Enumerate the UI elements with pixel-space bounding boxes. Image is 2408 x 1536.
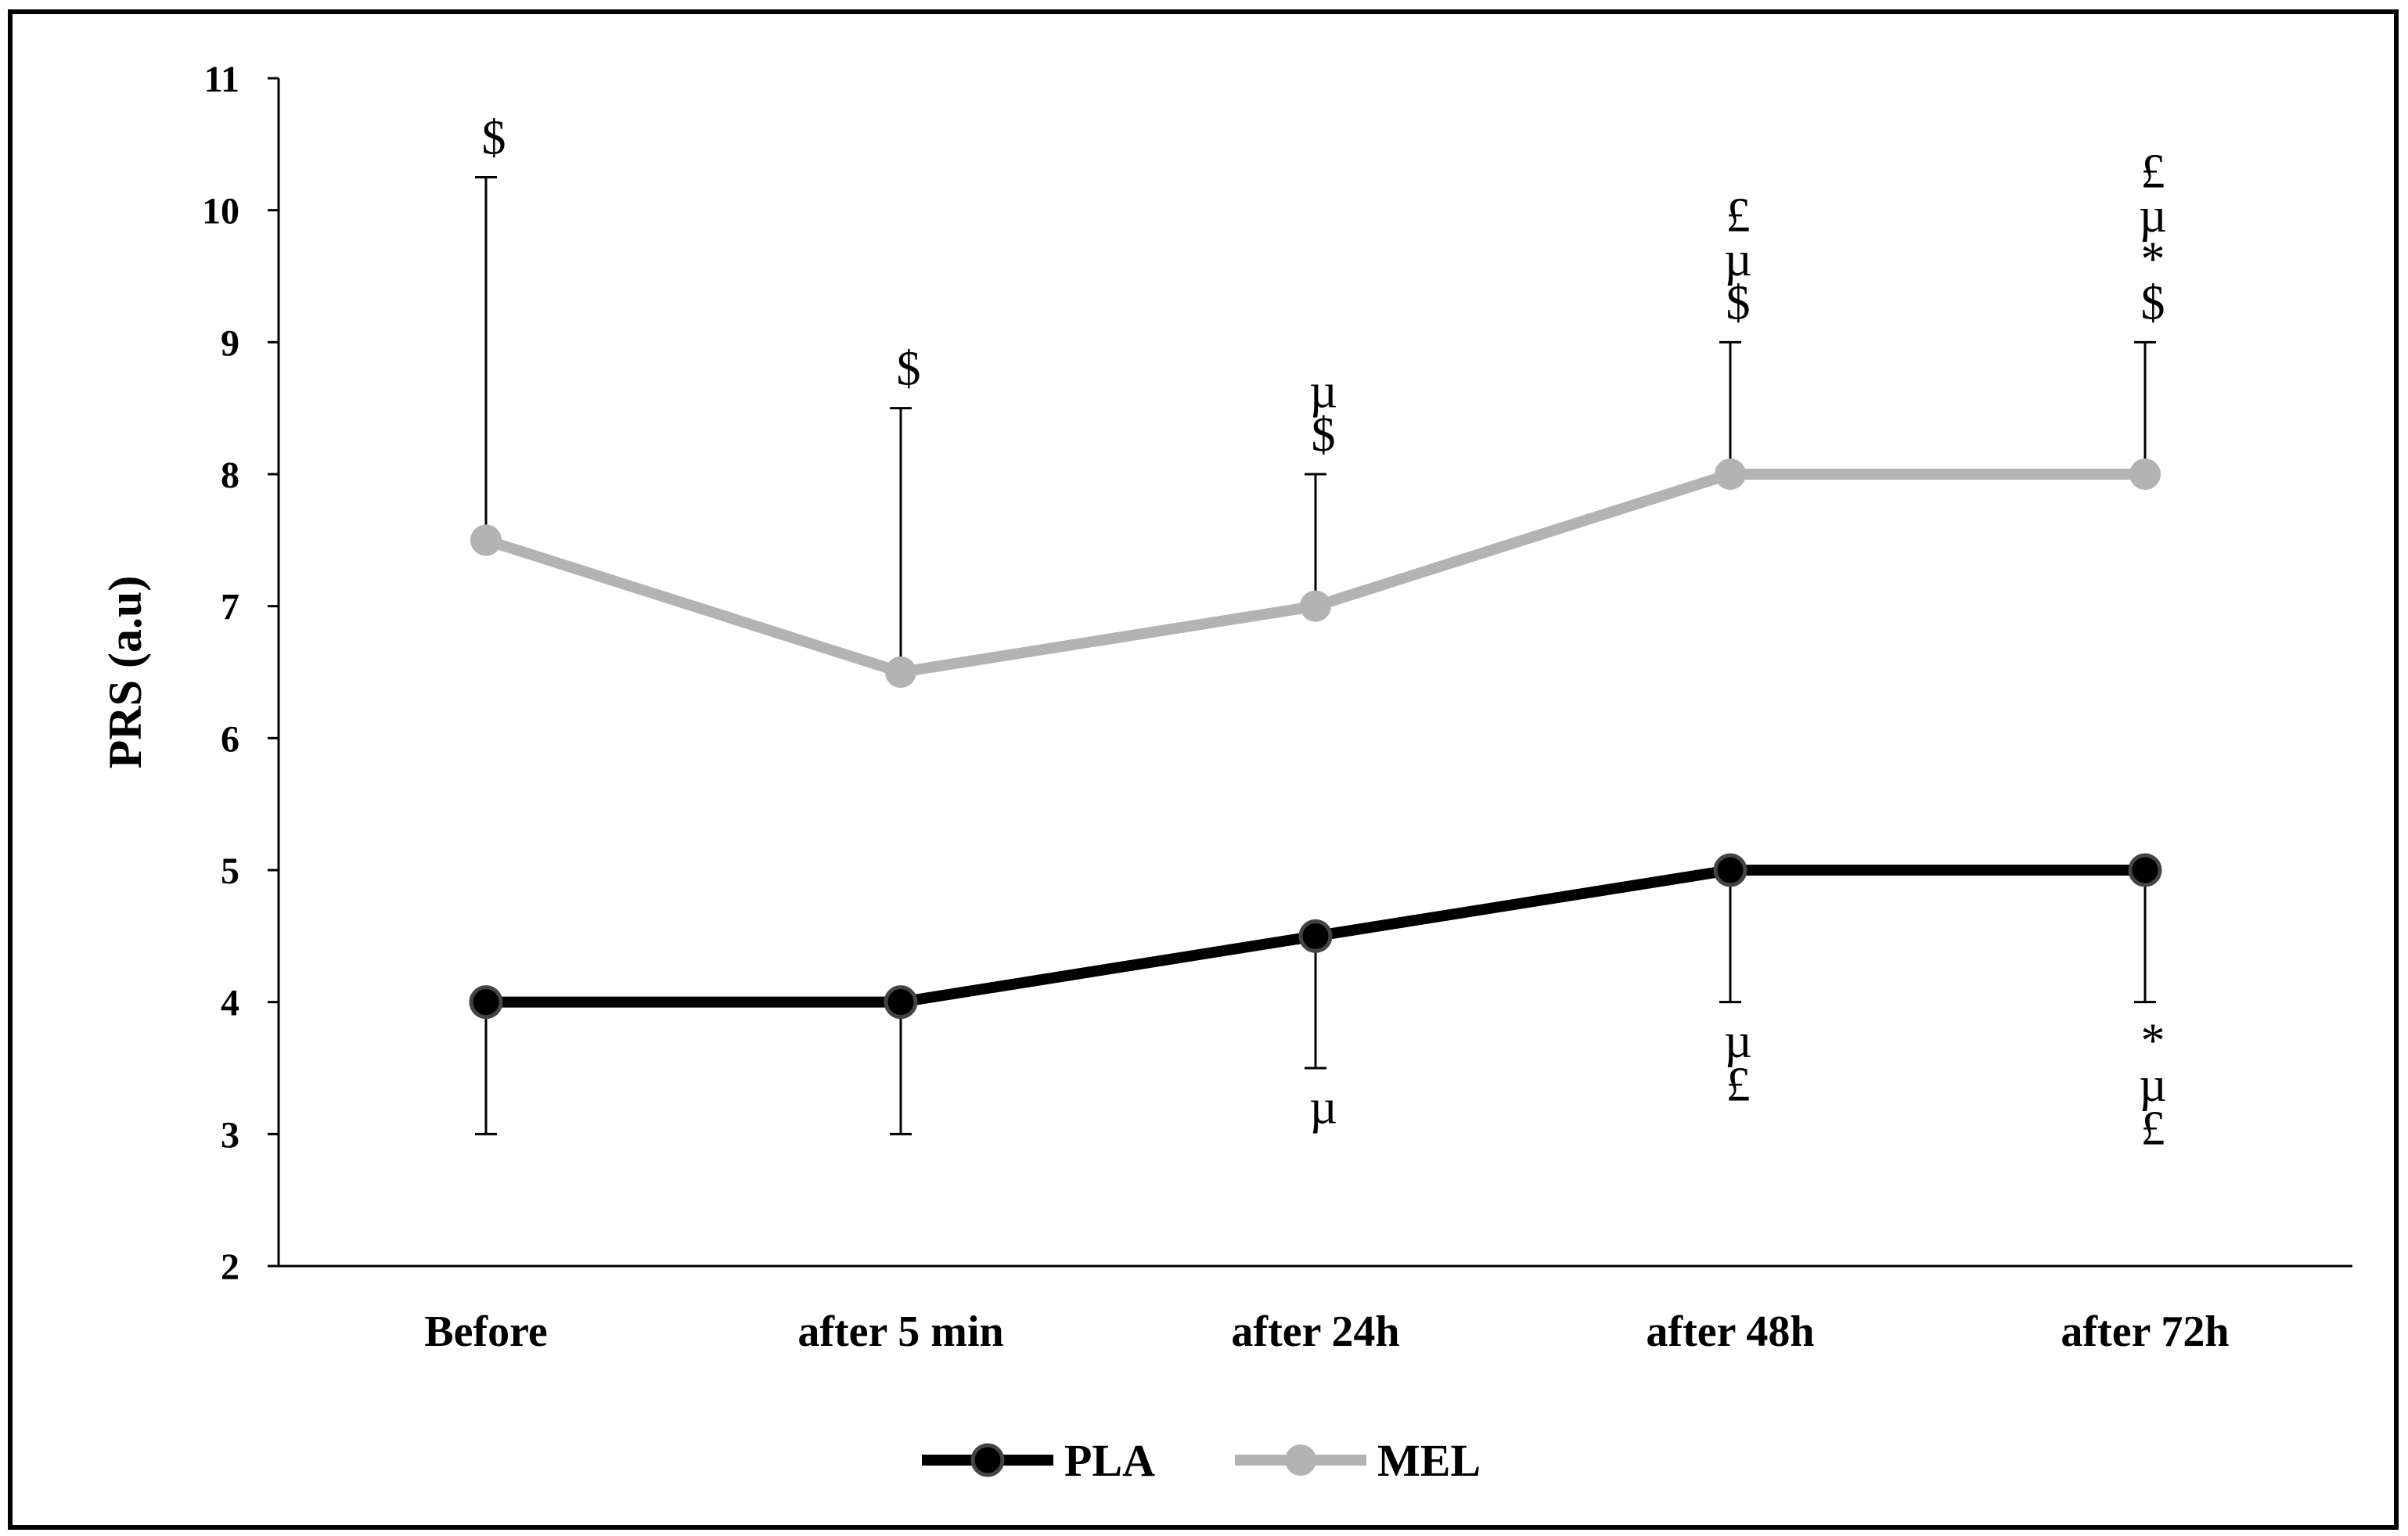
significance-mark: $	[1312, 408, 1336, 462]
data-point-mel	[1715, 459, 1746, 490]
y-tick-label: 8	[221, 455, 239, 496]
x-tick-label: after 5 min	[797, 1308, 1003, 1356]
data-point-pla	[884, 985, 918, 1020]
data-point-mel	[1300, 590, 1331, 622]
series-points-group	[469, 459, 2162, 1020]
legend-marker-pla	[970, 1443, 1005, 1477]
y-tick-label: 6	[221, 718, 239, 760]
significance-mark: *	[2141, 232, 2165, 286]
significance-mark: *	[2141, 1015, 2165, 1068]
legend: PLA MEL	[922, 1435, 1481, 1486]
legend-marker-mel	[1285, 1444, 1316, 1476]
y-tick-label: 11	[204, 59, 239, 100]
y-axis-title: PRS (a.u)	[99, 576, 151, 769]
legend-label-pla: PLA	[1064, 1435, 1155, 1486]
significance-mark: $	[1726, 276, 1751, 329]
x-tick-label: after 24h	[1231, 1308, 1399, 1356]
axis-labels-group: 2 3 4 5 6 7 8 9 10 11 Before after 5 min after 24h af…	[99, 59, 2230, 1356]
significance-mark: £	[2141, 145, 2165, 198]
significance-mark: £	[1726, 189, 1751, 242]
chart-frame	[8, 9, 2399, 1530]
y-tick-label: 3	[221, 1114, 239, 1156]
data-point-mel	[2129, 459, 2161, 490]
x-tick-label: after 72h	[2061, 1308, 2229, 1356]
significance-mark: £	[2141, 1103, 2165, 1156]
data-point-pla	[469, 985, 503, 1020]
significance-annotations-group: µµ£*µ£$$ µ$£µ$£µ*$	[482, 112, 2167, 1156]
error-bars-group	[475, 176, 2156, 1135]
significance-mark: µ	[2139, 189, 2167, 242]
significance-mark: µ	[1724, 1015, 1752, 1068]
legend-label-mel: MEL	[1377, 1435, 1481, 1486]
significance-mark: $	[482, 112, 506, 165]
data-point-pla	[1713, 853, 1748, 887]
data-point-pla	[1298, 919, 1333, 953]
y-tick-label: 4	[221, 983, 239, 1024]
significance-mark: µ	[2139, 1059, 2167, 1112]
axes-group	[268, 77, 2352, 1268]
significance-mark: µ	[1724, 232, 1752, 286]
y-tick-label: 9	[221, 322, 239, 364]
y-tick-label: 2	[221, 1246, 239, 1288]
y-tick-label: 7	[221, 587, 239, 628]
significance-mark: µ	[1309, 365, 1337, 418]
x-tick-label: Before	[424, 1308, 548, 1356]
y-tick-label: 10	[202, 191, 239, 232]
significance-mark: £	[1726, 1059, 1751, 1112]
significance-mark: $	[897, 343, 921, 396]
significance-mark: µ	[1309, 1081, 1337, 1134]
data-point-pla	[2128, 853, 2162, 887]
significance-mark: $	[2141, 276, 2165, 329]
x-tick-label: after 48h	[1646, 1308, 1814, 1356]
data-point-mel	[470, 524, 502, 556]
y-tick-label: 5	[221, 851, 239, 892]
data-point-mel	[885, 656, 916, 688]
